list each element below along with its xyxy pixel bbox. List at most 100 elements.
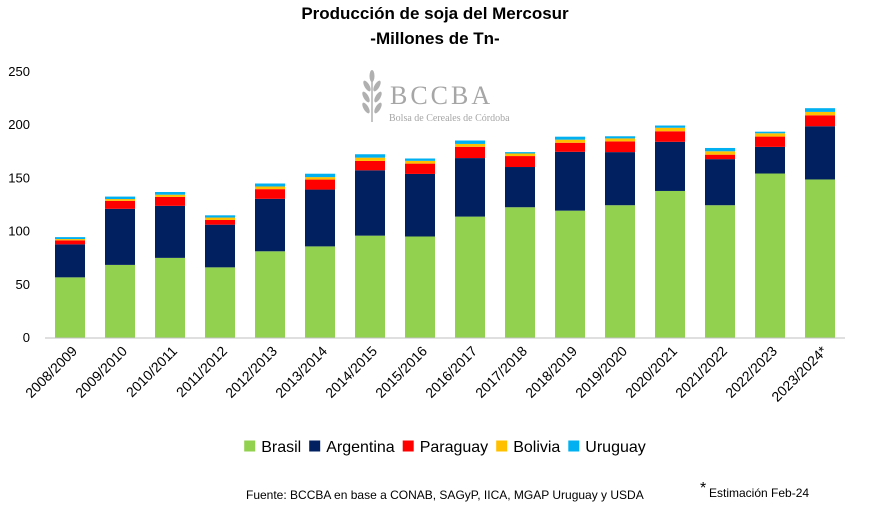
legend-label: Uruguay bbox=[585, 439, 645, 456]
bar-segment-argentina bbox=[105, 208, 135, 265]
bar-segment-paraguay bbox=[255, 189, 285, 199]
legend-swatch bbox=[309, 440, 321, 452]
wheat-icon bbox=[362, 70, 382, 122]
bar-segment-paraguay bbox=[205, 220, 235, 225]
legend-swatch bbox=[568, 440, 580, 452]
bars bbox=[55, 108, 835, 338]
legend-label: Argentina bbox=[326, 439, 395, 456]
bar-segment-uruguay bbox=[805, 108, 835, 112]
x-tick-label: 2008/2009 bbox=[22, 343, 80, 401]
legend-item-paraguay: Paraguay bbox=[402, 439, 488, 456]
legend-label: Brasil bbox=[261, 439, 301, 456]
bar-segment-bolivia bbox=[105, 199, 135, 201]
logo-tagline: Bolsa de Cereales de Córdoba bbox=[389, 113, 510, 124]
bar-segment-argentina bbox=[155, 205, 185, 258]
bar-segment-bolivia bbox=[405, 160, 435, 164]
source-note: Fuente: BCCBA en base a CONAB, SAGyP, II… bbox=[246, 488, 644, 502]
bar-segment-brasil bbox=[55, 277, 85, 338]
x-tick-label: 2016/2017 bbox=[422, 343, 480, 401]
bar-segment-argentina bbox=[255, 198, 285, 252]
bar-segment-bolivia bbox=[255, 186, 285, 190]
bar-segment-argentina bbox=[755, 146, 785, 174]
bar-segment-brasil bbox=[305, 246, 335, 338]
estimate-asterisk: * bbox=[700, 480, 706, 497]
bar-segment-paraguay bbox=[655, 131, 685, 142]
bar-segment-brasil bbox=[405, 236, 435, 338]
bar-segment-uruguay bbox=[755, 131, 785, 134]
x-tick-label: 2017/2018 bbox=[472, 343, 530, 401]
bar-segment-brasil bbox=[705, 205, 735, 338]
legend-label: Bolivia bbox=[513, 439, 560, 456]
legend-swatch bbox=[496, 440, 508, 452]
bar-segment-bolivia bbox=[805, 111, 835, 116]
bar-segment-brasil bbox=[555, 210, 585, 338]
bar-segment-paraguay bbox=[355, 160, 385, 171]
x-tick-label: 2014/2015 bbox=[322, 343, 380, 401]
bar-segment-uruguay bbox=[405, 158, 435, 161]
bar-segment-paraguay bbox=[305, 179, 335, 190]
bar-segment-argentina bbox=[455, 158, 485, 217]
bar-segment-brasil bbox=[455, 216, 485, 338]
x-tick-label: 2020/2021 bbox=[622, 343, 680, 401]
bar-segment-brasil bbox=[355, 235, 385, 338]
x-tick-label: 2018/2019 bbox=[522, 343, 580, 401]
bar-segment-bolivia bbox=[705, 151, 735, 155]
x-tick-label: 2011/2012 bbox=[173, 343, 231, 401]
legend-item-brasil: Brasil bbox=[244, 439, 301, 456]
chart-title: Producción de soja del Mercosur bbox=[301, 4, 569, 23]
bar-segment-paraguay bbox=[405, 163, 435, 174]
bar-segment-uruguay bbox=[355, 154, 385, 158]
y-tick-label: 50 bbox=[16, 277, 30, 292]
bar-segment-paraguay bbox=[155, 196, 185, 206]
x-tick-label: 2012/2013 bbox=[222, 343, 280, 401]
bar-segment-uruguay bbox=[655, 125, 685, 128]
bar-segment-uruguay bbox=[55, 237, 85, 240]
legend: Brasil Argentina Paraguay Bolivia Uruguay bbox=[244, 439, 646, 456]
bar-segment-bolivia bbox=[755, 133, 785, 137]
bar-segment-brasil bbox=[655, 190, 685, 338]
chart-subtitle: -Millones de Tn- bbox=[370, 29, 499, 48]
bar-segment-argentina bbox=[405, 173, 435, 237]
bccba-logo: BCCBA Bolsa de Cereales de Córdoba bbox=[362, 70, 510, 124]
bar-segment-argentina bbox=[805, 126, 835, 180]
bar-segment-argentina bbox=[555, 151, 585, 211]
legend-swatch bbox=[402, 440, 414, 452]
y-tick-label: 200 bbox=[8, 117, 30, 132]
bar-segment-argentina bbox=[605, 152, 635, 206]
x-tick-label: 2010/2011 bbox=[123, 343, 181, 401]
bar-segment-paraguay bbox=[555, 142, 585, 152]
bar-segment-paraguay bbox=[605, 141, 635, 153]
bar-segment-argentina bbox=[355, 170, 385, 236]
logo-wordmark: BCCBA bbox=[390, 81, 493, 110]
bar-segment-argentina bbox=[705, 159, 735, 206]
bar-segment-uruguay bbox=[105, 196, 135, 200]
bar-segment-argentina bbox=[55, 244, 85, 278]
y-tick-label: 150 bbox=[8, 170, 30, 185]
bar-segment-uruguay bbox=[255, 183, 285, 187]
bar-segment-brasil bbox=[505, 207, 535, 338]
x-tick-label: 2019/2020 bbox=[572, 343, 630, 401]
bar-segment-uruguay bbox=[205, 215, 235, 218]
legend-item-argentina: Argentina bbox=[309, 439, 395, 456]
estimate-note: Estimación Feb-24 bbox=[709, 486, 809, 500]
y-tick-label: 100 bbox=[8, 224, 30, 239]
x-tick-label: 2013/2014 bbox=[272, 343, 330, 401]
bar-segment-paraguay bbox=[755, 136, 785, 147]
bar-segment-brasil bbox=[605, 205, 635, 338]
bar-segment-brasil bbox=[755, 173, 785, 338]
x-tick-label: 2015/2016 bbox=[372, 343, 430, 401]
bar-segment-brasil bbox=[255, 251, 285, 338]
bar-segment-bolivia bbox=[155, 194, 185, 197]
bar-segment-uruguay bbox=[155, 192, 185, 195]
bar-segment-brasil bbox=[105, 264, 135, 338]
bar-segment-bolivia bbox=[605, 138, 635, 142]
bar-segment-brasil bbox=[205, 267, 235, 338]
bar-segment-bolivia bbox=[655, 127, 685, 132]
bar-segment-bolivia bbox=[55, 239, 85, 241]
bar-segment-paraguay bbox=[805, 115, 835, 127]
x-tick-label: 2021/2022 bbox=[672, 343, 730, 401]
bar-segment-uruguay bbox=[505, 152, 535, 154]
bar-segment-bolivia bbox=[555, 139, 585, 143]
bar-segment-bolivia bbox=[305, 177, 335, 180]
